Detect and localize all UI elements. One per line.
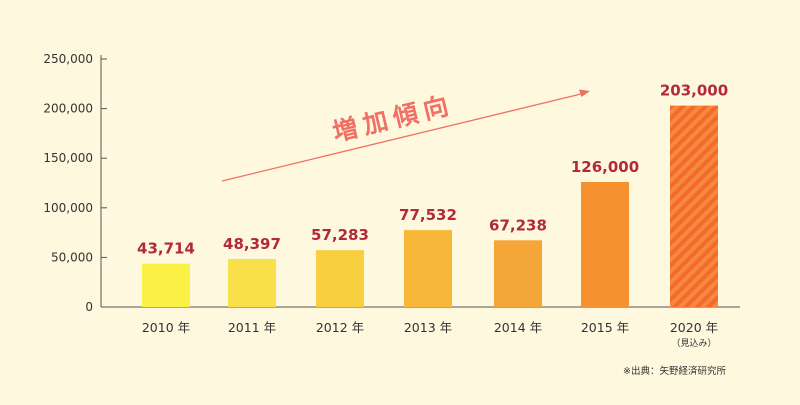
bar-value-label: 57,283 (311, 226, 369, 244)
y-tick-label: 150,000 (43, 151, 93, 165)
bar (404, 230, 452, 307)
y-tick-label: 100,000 (43, 201, 93, 215)
trend-annotation: 増加傾向 (330, 90, 457, 147)
x-category-label: 2014 年 (494, 320, 542, 335)
trend-arrow (221, 92, 586, 182)
bar (316, 250, 364, 307)
bar (228, 258, 276, 307)
x-category-label: 2020 年 (670, 320, 718, 335)
bar-value-label: 77,532 (399, 206, 457, 224)
y-tick-label: 0 (85, 300, 93, 314)
x-category-label: 2010 年 (142, 320, 190, 335)
trend-arrow-head (579, 89, 590, 97)
y-tick-label: 50,000 (51, 250, 93, 264)
bar-value-label: 48,397 (223, 235, 281, 253)
bar-value-label: 126,000 (571, 158, 639, 176)
y-tick-label: 250,000 (43, 52, 93, 66)
source-note: ※出典：矢野経済研究所 (623, 365, 726, 377)
bar (494, 240, 542, 307)
bar-value-label: 67,238 (489, 216, 547, 234)
x-category-note: （見込み） (671, 338, 716, 349)
bar-value-label: 43,714 (137, 240, 195, 258)
x-category-label: 2012 年 (316, 320, 364, 335)
y-tick-label: 200,000 (43, 102, 93, 116)
bar (670, 105, 718, 308)
bar (581, 182, 629, 307)
x-category-label: 2013 年 (404, 320, 452, 335)
bar (142, 263, 190, 307)
bar-value-label: 203,000 (660, 82, 728, 100)
x-category-label: 2015 年 (581, 320, 629, 335)
x-category-label: 2011 年 (228, 320, 276, 335)
